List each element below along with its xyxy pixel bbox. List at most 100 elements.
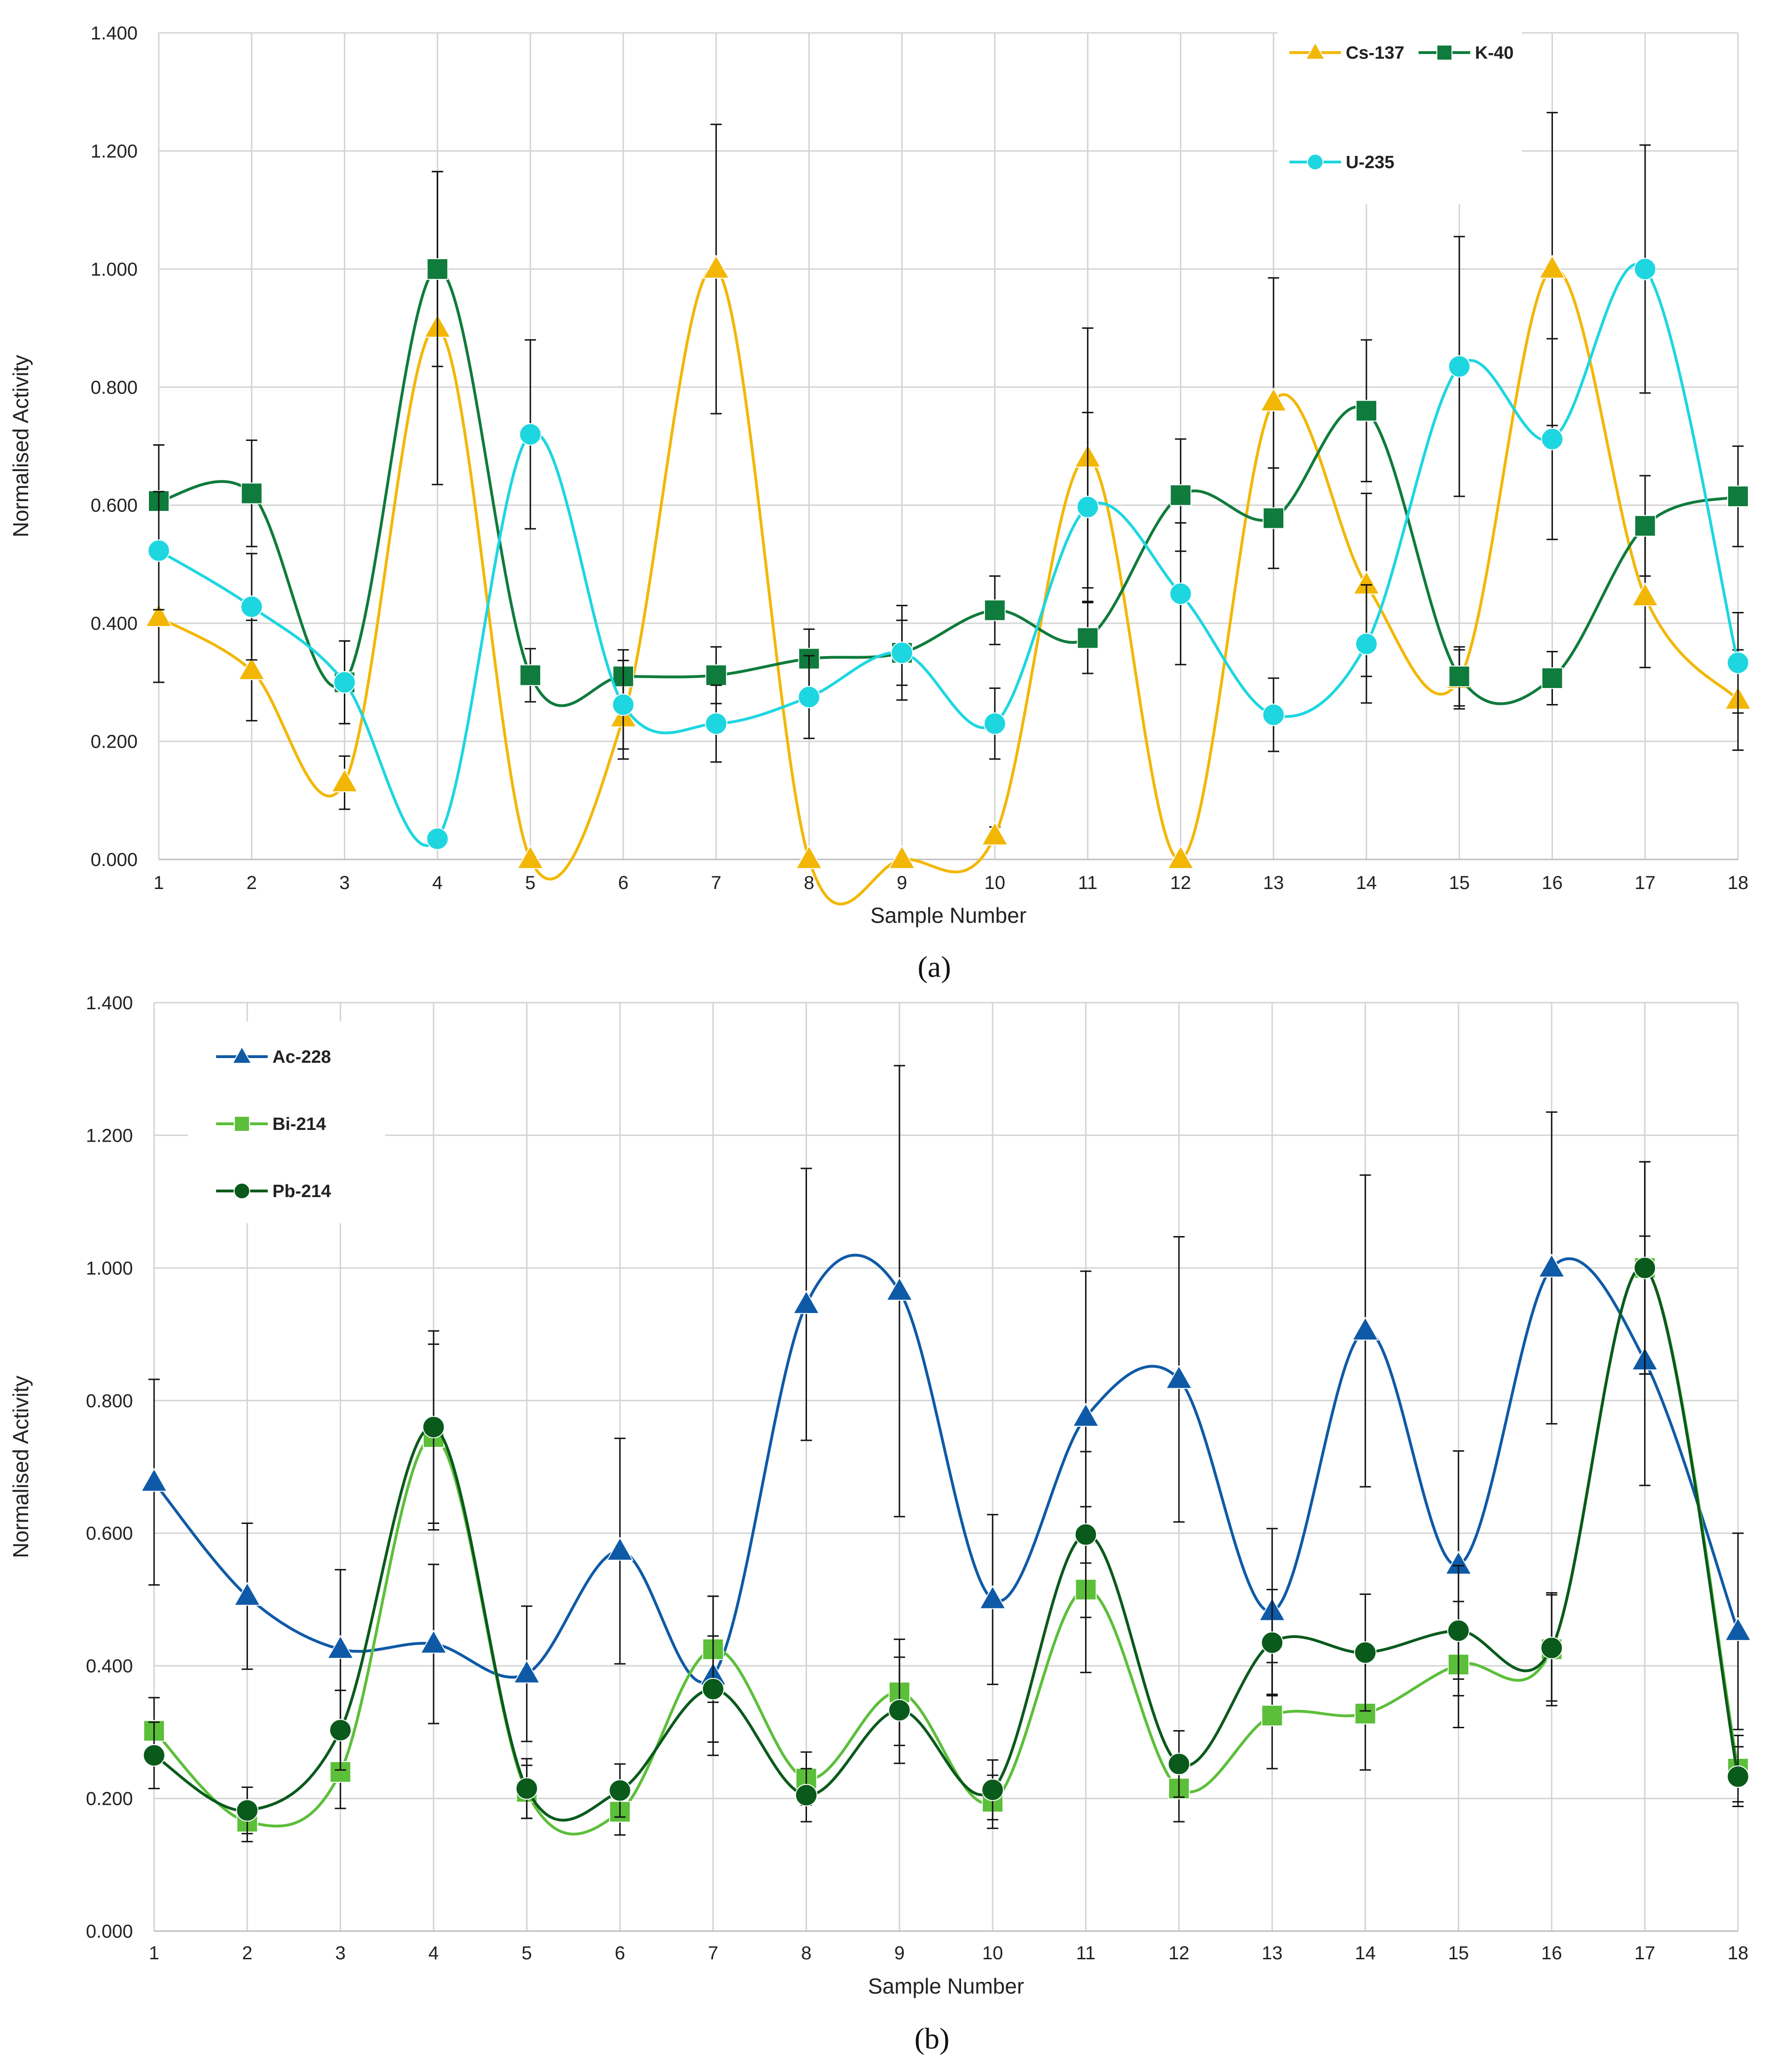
y-tick-label-b: 0.800	[86, 1391, 133, 1411]
data-point-cs-137	[888, 845, 916, 869]
x-tick-label-a: 1	[154, 873, 164, 893]
legend-item-bi-214: Bi-214	[216, 1114, 326, 1134]
data-point-k-40	[1263, 507, 1285, 529]
data-point-ac-228	[606, 1537, 634, 1561]
data-point-k-40	[427, 258, 449, 280]
legend-marker-triangle	[1305, 42, 1326, 60]
x-axis-title-a: Sample Number	[870, 903, 1026, 928]
x-tick-label-b: 2	[242, 1943, 252, 1964]
y-tick-label-b: 1.200	[86, 1125, 133, 1146]
data-point-pb-214	[981, 1778, 1004, 1801]
x-tick-label-a: 9	[897, 873, 907, 893]
data-point-u-235	[891, 642, 913, 664]
y-tick-label-b: 1.400	[86, 993, 133, 1013]
data-point-u-235	[984, 712, 1006, 735]
data-point-pb-214	[143, 1744, 165, 1767]
data-point-pb-214	[329, 1719, 352, 1742]
data-point-cs-137	[517, 845, 544, 869]
data-point-u-235	[1355, 633, 1378, 656]
y-tick-label-a: 0.000	[91, 850, 138, 870]
data-point-k-40	[705, 664, 727, 686]
data-point-cs-137	[1260, 387, 1288, 412]
x-tick-label-a: 3	[339, 873, 349, 893]
x-tick-label-b: 18	[1728, 1943, 1749, 1964]
data-point-pb-214	[1168, 1753, 1190, 1776]
data-point-ac-228	[1165, 1365, 1193, 1389]
data-point-k-40	[984, 599, 1006, 621]
x-tick-label-b: 13	[1262, 1943, 1283, 1964]
data-point-u-235	[1262, 704, 1285, 726]
data-point-pb-214	[608, 1779, 631, 1802]
x-tick-label-a: 11	[1078, 873, 1098, 893]
y-tick-label-a: 0.600	[91, 495, 138, 516]
x-tick-label-a: 17	[1635, 873, 1656, 893]
panel-caption-a: (a)	[917, 950, 951, 983]
x-tick-label-b: 7	[708, 1943, 718, 1964]
data-point-u-235	[1541, 428, 1564, 450]
data-point-pb-214	[236, 1799, 259, 1822]
legend-item-ac-228: Ac-228	[216, 1046, 331, 1067]
legend-label: Pb-214	[272, 1182, 331, 1201]
data-point-cs-137	[1538, 255, 1566, 279]
x-tick-label-a: 2	[247, 873, 257, 893]
data-point-u-235	[1076, 495, 1099, 518]
series-line-ac-228	[153, 1253, 1739, 1684]
y-tick-label-a: 0.200	[91, 732, 138, 752]
data-point-u-235	[798, 686, 821, 709]
data-point-ac-228	[1351, 1316, 1379, 1341]
legend-label: Cs-137	[1346, 43, 1404, 63]
data-point-pb-214	[422, 1415, 445, 1438]
legend-label: Bi-214	[272, 1114, 326, 1134]
data-point-pb-214	[1074, 1523, 1097, 1546]
data-point-pb-214	[515, 1777, 538, 1800]
data-point-cs-137	[1167, 845, 1195, 869]
data-point-cs-137	[1631, 582, 1659, 606]
x-tick-label-a: 5	[525, 873, 535, 893]
y-tick-label-b: 0.200	[86, 1789, 133, 1809]
x-tick-label-b: 3	[335, 1943, 346, 1964]
y-tick-label-a: 1.000	[91, 259, 138, 280]
x-tick-label-b: 17	[1634, 1943, 1655, 1964]
data-point-u-235	[426, 827, 449, 850]
data-point-cs-137	[238, 656, 265, 680]
data-point-u-235	[1169, 582, 1192, 605]
data-point-ac-228	[1072, 1402, 1100, 1427]
y-axis-title-b: Normalised Activity	[8, 1376, 33, 1558]
x-tick-label-a: 16	[1542, 873, 1563, 893]
x-tick-label-a: 4	[432, 873, 442, 893]
data-point-ac-228	[1538, 1253, 1566, 1278]
data-point-ac-228	[979, 1585, 1007, 1609]
data-point-k-40	[1077, 627, 1099, 649]
data-point-cs-137	[331, 768, 358, 792]
x-tick-label-a: 13	[1263, 873, 1284, 893]
legend-marker-square	[1436, 45, 1452, 61]
data-point-k-40	[1355, 400, 1377, 422]
legend-item-pb-214: Pb-214	[216, 1182, 331, 1201]
y-tick-label-b: 0.600	[86, 1523, 133, 1544]
series-ac-228	[140, 1065, 1752, 1756]
data-point-pb-214	[1633, 1256, 1656, 1279]
data-point-ac-228	[233, 1582, 261, 1606]
y-tick-label-b: 0.000	[86, 1921, 133, 1942]
y-tick-label-a: 1.400	[91, 23, 138, 44]
chart-panel-b: 0.000 0.200 0.400 0.600 0.800 1.000 1.200 1.400…	[8, 993, 1752, 2055]
data-point-ac-228	[420, 1629, 448, 1654]
data-point-k-40	[1634, 515, 1656, 537]
x-axis-title-b: Sample Number	[868, 1974, 1024, 1998]
x-tick-label-a: 12	[1170, 873, 1191, 893]
data-point-cs-137	[145, 603, 172, 627]
data-point-u-235	[240, 595, 263, 618]
series-k-40	[148, 170, 1749, 725]
data-point-cs-137	[981, 821, 1009, 846]
x-tick-label-b: 1	[149, 1943, 159, 1964]
data-point-pb-214	[1354, 1641, 1377, 1664]
plot-area-b	[154, 1003, 1738, 1931]
x-tick-label-a: 6	[618, 873, 628, 893]
data-point-u-235	[519, 423, 542, 446]
data-point-u-235	[1634, 257, 1657, 280]
legend-marker-circle	[1307, 154, 1324, 170]
x-tick-label-b: 10	[982, 1943, 1003, 1964]
data-point-k-40	[1170, 484, 1192, 506]
data-point-cs-137	[702, 255, 730, 279]
